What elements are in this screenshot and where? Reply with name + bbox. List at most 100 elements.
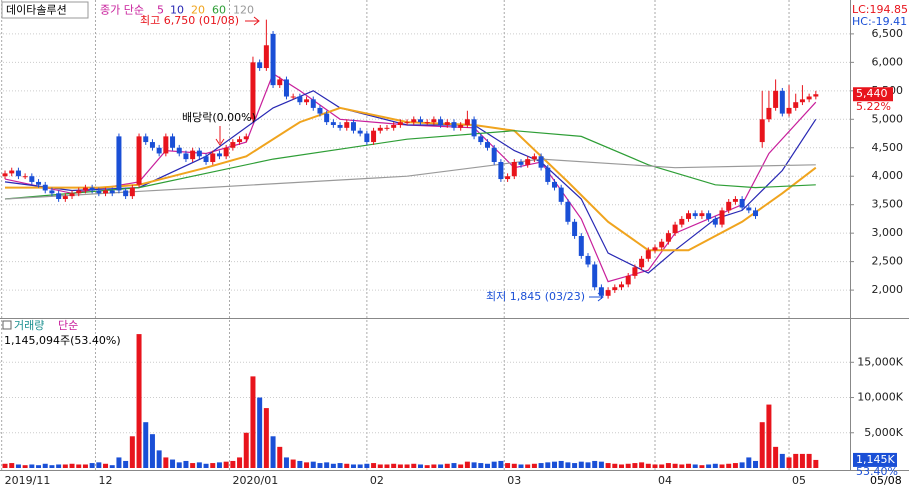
volume-bar [89, 463, 95, 468]
y-tick-label: 2,000 [872, 283, 904, 296]
volume-bar [605, 463, 611, 468]
candle-body [250, 62, 256, 120]
volume-bar [431, 464, 437, 468]
last-price-box [853, 87, 893, 102]
candle-body [505, 176, 511, 180]
volume-bar [62, 464, 68, 468]
candle-body [451, 122, 457, 128]
candle-body [371, 130, 377, 143]
volume-bar [444, 463, 450, 468]
volume-bar [170, 459, 176, 468]
volume-bar [766, 404, 772, 468]
low-annotation: 최저 1,845 (03/23) [486, 290, 585, 303]
volume-bar [491, 461, 497, 468]
volume-bar [143, 422, 149, 468]
stock-name[interactable]: 데이타솔루션 [6, 4, 67, 17]
candle-body [49, 190, 55, 194]
volume-bar [692, 464, 698, 468]
volume-bar [364, 463, 370, 468]
y-tick-label: 4,500 [872, 141, 904, 154]
candle-body [22, 176, 28, 178]
candle-body [243, 136, 249, 140]
candle-body [639, 258, 645, 268]
candle-body [216, 153, 222, 157]
candle-body [123, 190, 129, 197]
candle-body [686, 213, 692, 219]
volume-bar [116, 457, 122, 468]
volume-bar [619, 464, 625, 468]
candle-body [612, 287, 618, 291]
candle-body [511, 161, 517, 177]
candle-body [56, 193, 62, 200]
candle-body [263, 45, 269, 69]
candle-body [424, 122, 430, 124]
volume-bar [759, 422, 765, 468]
candle-body [411, 119, 417, 123]
volume-bar [578, 461, 584, 468]
stock-name-box[interactable] [1, 1, 89, 19]
volume-bar [612, 463, 618, 468]
volume-bar [310, 461, 316, 468]
candle-body [779, 90, 785, 114]
volume-bar [498, 460, 504, 468]
volume-checkbox[interactable] [2, 320, 12, 330]
volume-bar [297, 460, 303, 468]
hc-label: HC:-19.41 [852, 15, 907, 28]
volume-bar [592, 460, 598, 468]
candle-body [337, 124, 343, 128]
volume-bar [773, 446, 779, 468]
x-tick-label: 2020/01 [233, 474, 279, 487]
volume-bar [518, 464, 524, 468]
candle-body [277, 79, 283, 86]
candle-body [692, 213, 698, 217]
candle-body [619, 284, 625, 288]
lc-label: LC:194.85 [852, 3, 908, 16]
volume-bar [15, 464, 21, 468]
volume-bar [525, 464, 531, 468]
candle-body [558, 187, 564, 202]
candle-body [625, 275, 631, 285]
candle-body [42, 184, 48, 191]
volume-bar [82, 464, 88, 468]
volume-bar [505, 463, 511, 468]
volume-bar [190, 463, 196, 468]
candle-body [149, 142, 155, 148]
candle-body [518, 161, 524, 165]
x-tick-label: 05 [792, 474, 806, 487]
candle-body [753, 210, 759, 217]
y-tick-label: 2,500 [872, 255, 904, 268]
candle-body [324, 113, 330, 123]
volume-bar [786, 457, 792, 468]
candle-body [598, 287, 604, 296]
candle-body [76, 190, 82, 194]
candle-body [330, 122, 336, 125]
volume-bar [163, 457, 169, 468]
volume-bar [438, 464, 444, 468]
candle-body [726, 201, 732, 211]
x-tick-label: 03 [507, 474, 521, 487]
x-tick-label: 02 [370, 474, 384, 487]
candle-body [578, 236, 584, 256]
y-tick-label: 5,000 [872, 112, 904, 125]
x-tick-label: 12 [98, 474, 112, 487]
volume-bar [344, 463, 350, 468]
candle-body [257, 62, 263, 69]
low-arrow [589, 292, 604, 302]
candle-body [572, 221, 578, 237]
volume-bar [572, 463, 578, 468]
candle-body [417, 119, 423, 123]
candle-body [431, 119, 437, 123]
volume-bar [404, 464, 410, 468]
volume-bar [76, 464, 82, 468]
candle-body [397, 122, 403, 125]
volume-bar [625, 463, 631, 468]
volume-bar [324, 462, 330, 468]
volume-bar [109, 465, 115, 468]
volume-bar [9, 463, 15, 468]
volume-bar [270, 436, 276, 468]
volume-bar [123, 460, 129, 468]
volume-bar [49, 465, 55, 468]
candle-body [82, 187, 88, 191]
volume-bar [391, 463, 397, 468]
